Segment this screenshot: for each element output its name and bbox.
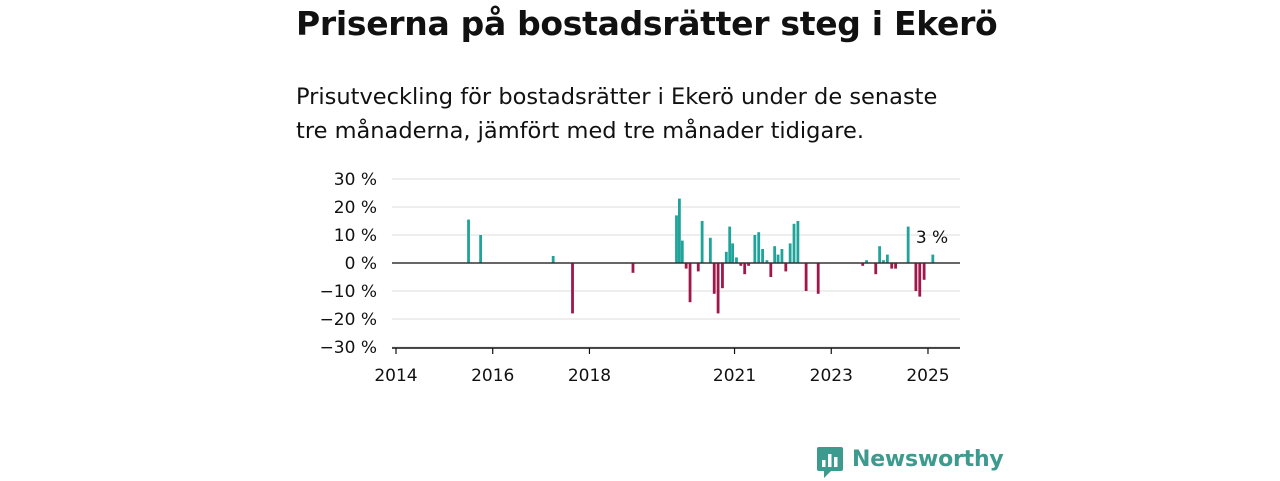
y-tick-label: −30 %: [320, 338, 377, 358]
bar: [551, 256, 555, 263]
bar: [757, 232, 761, 263]
bar: [931, 254, 935, 263]
y-tick-label: 0 %: [345, 254, 377, 274]
x-tick-label: 2018: [568, 366, 611, 386]
bar: [716, 263, 720, 314]
newsworthy-logo-icon: [817, 447, 843, 478]
bar: [861, 263, 865, 266]
bar: [735, 257, 738, 263]
bar: [773, 246, 777, 263]
bar: [675, 215, 678, 263]
bar: [765, 260, 769, 263]
brand-logo: Newsworthy: [816, 445, 1004, 481]
bar: [680, 240, 684, 263]
bar: [878, 246, 882, 263]
bar: [796, 221, 800, 263]
bar: [688, 263, 692, 303]
y-tick-label: 10 %: [334, 226, 377, 246]
bar: [739, 263, 743, 266]
brand-name: Newsworthy: [852, 447, 1004, 472]
bar: [731, 243, 734, 263]
bar: [894, 263, 897, 269]
chart-subtitle: Prisutveckling för bostadsrätter i Ekerö…: [296, 80, 996, 148]
bar: [696, 263, 700, 272]
y-tick-label: −20 %: [320, 310, 377, 330]
bar: [753, 235, 757, 263]
y-tick-label: 30 %: [334, 170, 377, 190]
y-tick-label: 20 %: [334, 198, 377, 218]
bar: [467, 219, 470, 263]
last-value-label: 3 %: [916, 228, 948, 248]
bar: [631, 263, 635, 273]
bar: [684, 263, 688, 269]
bar: [712, 263, 716, 294]
bar: [788, 243, 792, 263]
page-title: Priserna på bostadsrätter steg i Ekerö: [296, 4, 998, 43]
bar: [700, 221, 704, 263]
x-tick-label: 2023: [810, 366, 853, 386]
bar: [479, 235, 483, 263]
bar: [780, 249, 784, 263]
bar: [874, 263, 878, 275]
bar: [724, 251, 728, 263]
bar: [721, 263, 724, 289]
subtitle-line-1: Prisutveckling för bostadsrätter i Ekerö…: [296, 84, 938, 110]
bar: [728, 226, 732, 263]
bar: [918, 263, 922, 297]
x-tick-label: 2021: [713, 366, 756, 386]
bar: [571, 263, 574, 314]
bar: [678, 198, 681, 263]
bar: [708, 237, 712, 263]
bar: [816, 263, 820, 294]
bar: [761, 249, 764, 263]
subtitle-line-2: tre månaderna, jämfört med tre månader t…: [296, 118, 865, 144]
bar: [776, 254, 780, 263]
bar: [882, 260, 885, 263]
bar: [804, 263, 808, 291]
bar: [914, 263, 918, 291]
bar: [890, 263, 894, 269]
bar: [865, 260, 868, 263]
bar: [885, 254, 889, 263]
bar: [747, 263, 750, 266]
bar: [784, 263, 788, 272]
x-tick-label: 2025: [906, 366, 949, 386]
x-tick-label: 2016: [471, 366, 514, 386]
bar: [743, 263, 747, 275]
y-tick-label: −10 %: [320, 282, 377, 302]
bar: [906, 226, 910, 263]
x-tick-label: 2014: [374, 366, 417, 386]
bar: [769, 263, 773, 277]
bar: [922, 263, 926, 280]
bar: [792, 223, 796, 263]
